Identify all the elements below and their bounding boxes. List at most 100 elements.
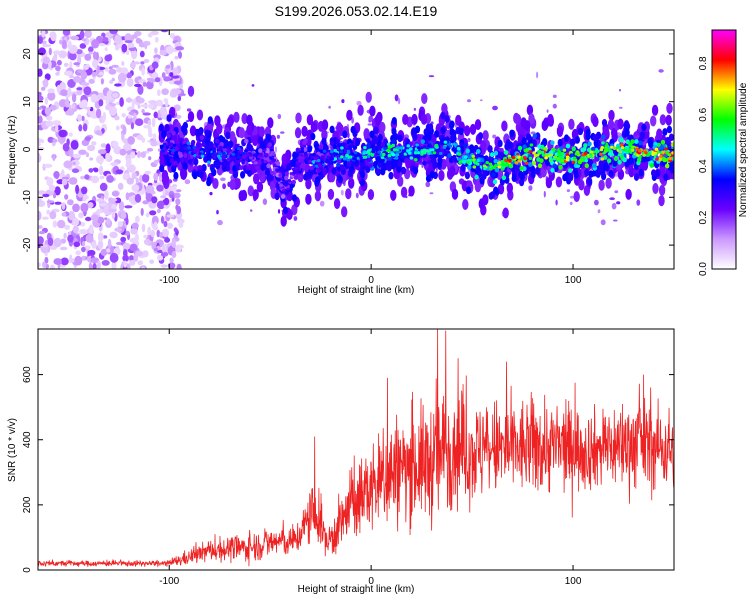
noise-blob	[143, 59, 150, 63]
ridge-blob	[190, 151, 195, 155]
noise-blob	[102, 235, 108, 239]
ridge-blob	[333, 157, 338, 161]
noise-blob	[61, 178, 68, 186]
ridge-blob	[176, 140, 180, 144]
ridge-blob	[445, 151, 449, 155]
noise-blob	[96, 260, 101, 269]
ridge-blob	[612, 162, 617, 167]
noise-blob	[130, 227, 138, 235]
ridge-blob	[391, 153, 396, 157]
ridge-blob	[573, 171, 579, 179]
ridge-blob	[424, 132, 430, 140]
ridge-blob	[474, 181, 482, 193]
noise-blob	[90, 175, 100, 184]
speckle-blob	[597, 209, 601, 214]
noise-blob	[97, 149, 107, 155]
noise-blob	[72, 225, 79, 234]
ridge-blob	[263, 159, 268, 164]
noise-blob	[92, 59, 99, 68]
ridge-blob	[377, 162, 383, 168]
ridge-blob	[619, 138, 624, 143]
noise-blob	[123, 260, 127, 268]
noise-blob	[98, 165, 104, 176]
ridge-blob	[565, 155, 570, 159]
ridge-blob	[603, 162, 609, 171]
ridge-blob	[668, 133, 674, 142]
ridge-blob	[255, 165, 260, 171]
ridge-blob	[353, 151, 358, 155]
ridge-blob	[463, 125, 471, 137]
noise-blob	[151, 61, 159, 69]
ridge-blob	[612, 146, 617, 150]
ridge-blob	[299, 163, 305, 169]
colorbar-ticks: 0.0 0.2 0.4 0.6 0.8	[698, 56, 709, 276]
ridge-blob	[501, 175, 507, 181]
snr-xtick-label: 0	[368, 576, 374, 587]
ridge-blob	[329, 125, 335, 134]
ridge-blob	[449, 120, 455, 129]
noise-blob	[53, 258, 62, 265]
noise-blob	[109, 231, 118, 239]
ridge-blob	[193, 157, 199, 166]
ridge-blob	[469, 123, 477, 135]
noise-blob	[142, 250, 149, 258]
ridge-blob	[359, 178, 366, 187]
ridge-blob	[253, 173, 260, 185]
ridge-blob	[501, 162, 506, 167]
noise-blob	[53, 237, 62, 248]
ridge-blob	[556, 157, 561, 161]
ridge-blob	[303, 173, 309, 181]
noise-blob	[135, 233, 139, 242]
noise-blob	[80, 202, 89, 213]
ridge-blob	[665, 136, 671, 145]
speckle-blob	[594, 199, 599, 206]
noise-blob	[143, 234, 148, 239]
ridge-blob	[625, 139, 630, 145]
ridge-blob	[659, 145, 664, 150]
noise-blob	[49, 210, 57, 220]
noise-blob	[85, 216, 92, 222]
ridge-blob	[310, 132, 316, 141]
ridge-blob	[240, 171, 246, 179]
noise-blob	[136, 151, 141, 158]
ridge-blob	[580, 156, 584, 160]
ridge-blob	[336, 142, 342, 148]
ridge-blob	[525, 133, 532, 141]
speckle-blob	[355, 192, 359, 199]
ridge-blob	[482, 130, 489, 142]
noise-blob	[109, 30, 118, 35]
noise-blob	[91, 39, 100, 49]
ridge-blob	[413, 166, 419, 175]
ridge-blob	[544, 156, 548, 160]
ridge-blob	[457, 157, 462, 161]
noise-blob	[38, 236, 44, 245]
ridge-blob	[545, 153, 549, 157]
ridge-blob	[367, 152, 372, 156]
noise-blob	[125, 192, 130, 201]
ridge-blob	[524, 120, 531, 132]
noise-blob	[153, 172, 159, 181]
ridge-blob	[462, 199, 469, 210]
ridge-blob	[394, 156, 399, 160]
ridge-blob	[368, 163, 373, 168]
ridge-blob	[650, 115, 657, 127]
noise-blob	[64, 194, 69, 200]
noise-blob	[39, 230, 45, 235]
ridge-blob	[265, 157, 270, 161]
noise-blob	[79, 228, 88, 235]
ridge-blob	[641, 123, 647, 132]
noise-blob	[91, 141, 97, 146]
noise-blob	[38, 111, 41, 117]
ridge-blob	[585, 132, 591, 141]
ridge-blob	[256, 181, 264, 193]
ridge-blob	[506, 182, 513, 194]
ridge-blob	[579, 166, 587, 178]
ridge-blob	[652, 183, 659, 194]
noise-blob	[117, 182, 124, 190]
noise-blob	[119, 97, 124, 107]
ridge-blob	[370, 140, 376, 146]
noise-blob	[133, 113, 137, 118]
noise-blob	[88, 46, 94, 53]
ridge-blob	[322, 168, 327, 173]
ridge-blob	[204, 142, 210, 151]
